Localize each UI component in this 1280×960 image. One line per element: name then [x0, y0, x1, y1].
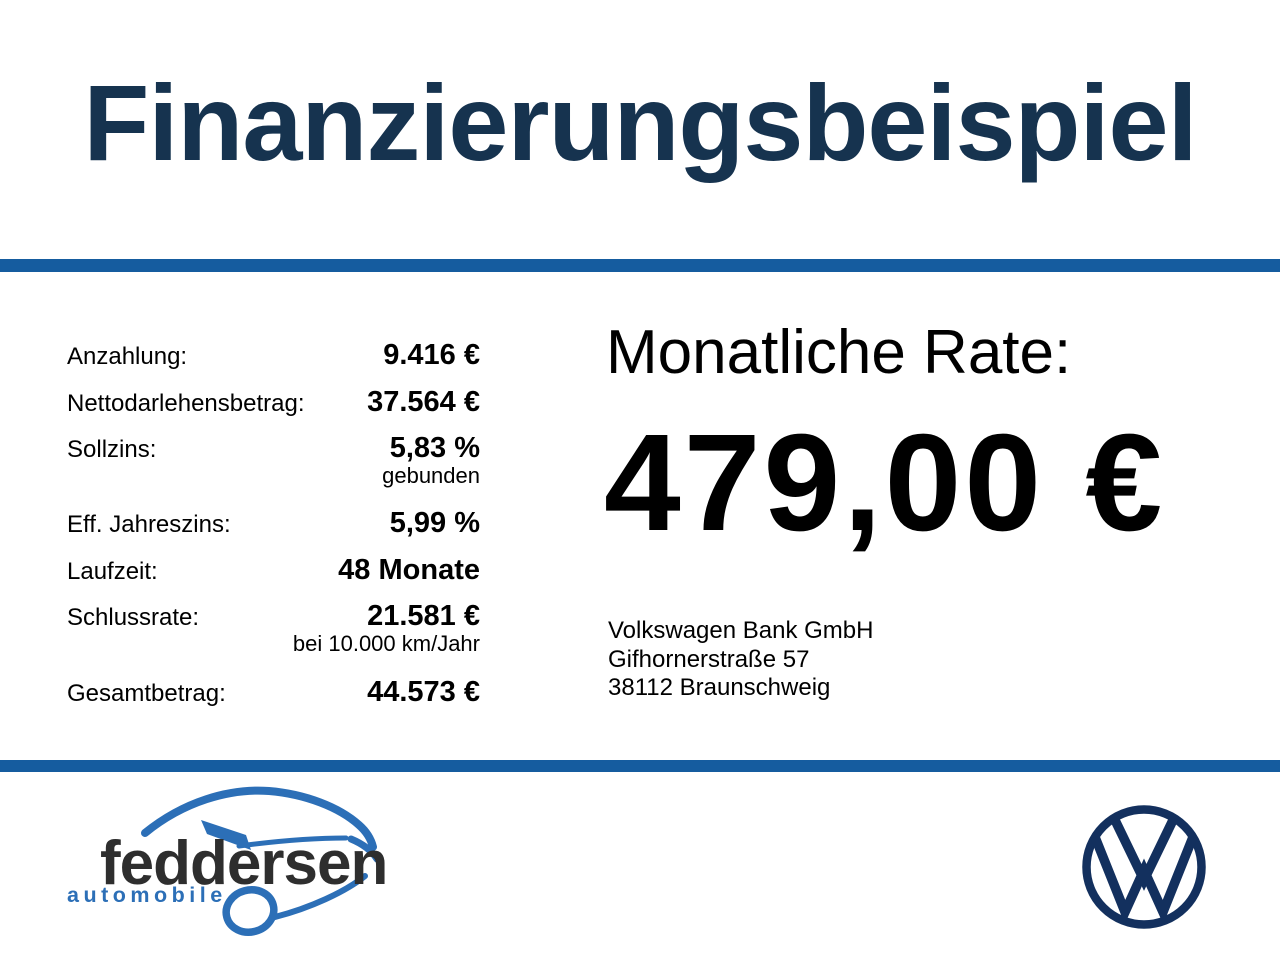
page-title: Finanzierungsbeispiel — [83, 62, 1197, 183]
finance-value: 37.564 € — [367, 386, 480, 418]
finance-label: Nettodarlehensbetrag: — [67, 390, 305, 417]
finance-value: 48 Monate — [338, 554, 480, 586]
finance-row-gesamtbetrag: Gesamtbetrag: 44.573 € — [67, 676, 480, 709]
monthly-rate-label: Monatliche Rate: — [606, 318, 1072, 387]
bank-street: Gifhornerstraße 57 — [608, 645, 810, 673]
finance-label: Eff. Jahreszins: — [67, 511, 231, 538]
finance-label: Sollzins: — [67, 436, 157, 463]
divider-bottom — [0, 760, 1280, 772]
bank-name: Volkswagen Bank GmbH — [608, 617, 874, 644]
finance-row-sollzins: Sollzins: 5,83 % — [67, 432, 480, 465]
dealer-logo-feddersen: feddersen automobile — [67, 786, 388, 936]
dealer-subtitle: automobile — [67, 883, 227, 907]
vw-logo-icon — [1082, 805, 1206, 929]
finance-row-laufzeit: Laufzeit: 48 Monate — [67, 554, 480, 587]
dealer-wordmark: feddersen — [100, 829, 387, 898]
finance-value: 9.416 € — [383, 339, 480, 371]
car-outline-icon — [141, 786, 381, 936]
finance-row-anzahlung: Anzahlung: 9.416 € — [67, 339, 480, 372]
finance-value: 21.581 € — [367, 600, 480, 632]
finance-row-eff-jahreszins: Eff. Jahreszins: 5,99 % — [67, 507, 480, 540]
bank-address: Volkswagen Bank GmbH Gifhornerstraße 57 … — [608, 617, 873, 703]
finance-value: 5,99 % — [389, 507, 480, 539]
vw-w-shape — [1090, 835, 1198, 925]
finance-note-gebunden: gebunden — [382, 463, 480, 488]
finance-row-nettodarlehensbetrag: Nettodarlehensbetrag: 37.564 € — [67, 386, 480, 419]
finance-label: Schlussrate: — [67, 604, 200, 631]
finance-value: 5,83 % — [389, 432, 480, 464]
vw-ring — [1082, 805, 1206, 929]
bank-city: 38112 Braunschweig — [608, 674, 831, 701]
finance-value: 44.573 € — [367, 676, 480, 708]
divider-top — [0, 259, 1280, 272]
finance-row-schlussrate: Schlussrate: 21.581 € — [67, 600, 480, 633]
finance-label: Anzahlung: — [67, 343, 188, 370]
finance-note-km-jahr: bei 10.000 km/Jahr — [292, 631, 480, 656]
finance-label: Gesamtbetrag: — [67, 680, 226, 707]
finance-label: Laufzeit: — [67, 558, 158, 585]
monthly-rate-value: 479,00 € — [604, 406, 1166, 560]
